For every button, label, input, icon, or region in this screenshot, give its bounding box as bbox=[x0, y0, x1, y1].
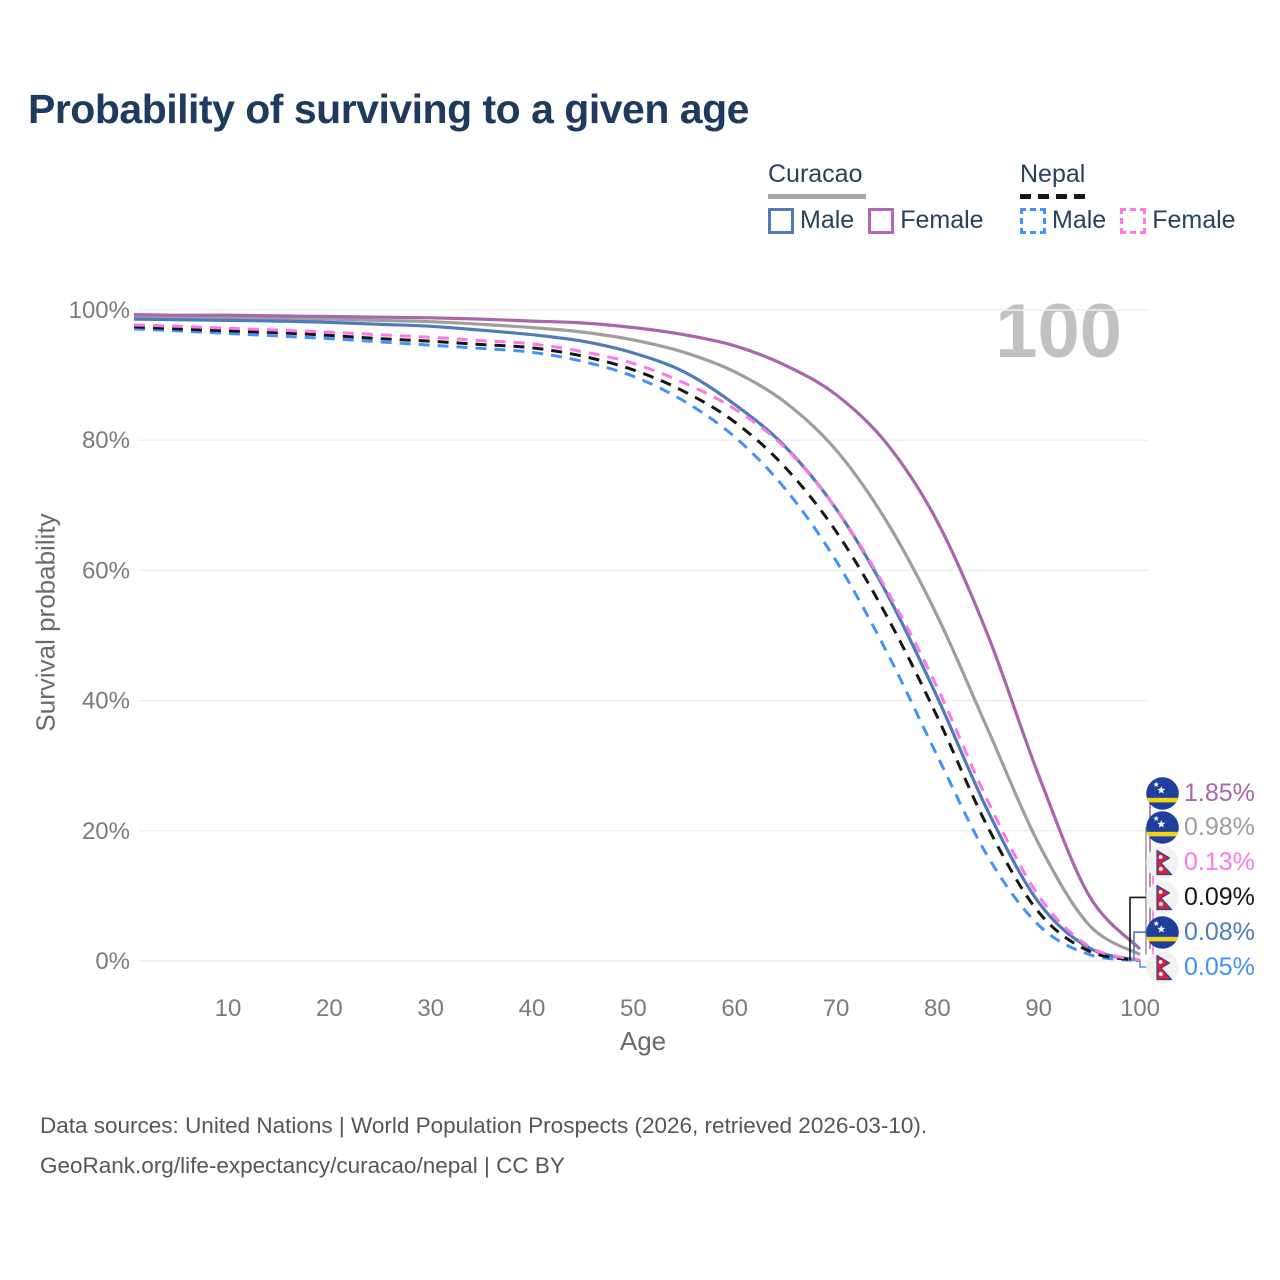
end-label-nepal-female: 0.13% bbox=[1146, 846, 1255, 880]
footer-data-sources: Data sources: United Nations | World Pop… bbox=[40, 1113, 928, 1138]
page-title: Probability of surviving to a given age bbox=[28, 86, 749, 132]
y-tick-label: 0% bbox=[95, 948, 130, 975]
end-label-connector bbox=[1133, 931, 1147, 961]
legend-label: Male bbox=[800, 206, 855, 234]
nepal-flag bbox=[1146, 950, 1179, 984]
y-tick-label: 20% bbox=[82, 818, 130, 845]
end-label-value: 0.09% bbox=[1184, 882, 1255, 911]
legend-item-nepal-male[interactable]: Male bbox=[1020, 206, 1106, 235]
nepal-male-swatch bbox=[1020, 207, 1046, 234]
y-tick-label: 40% bbox=[82, 688, 130, 715]
y-tick-label: 100% bbox=[69, 297, 130, 324]
curacao-flag bbox=[1146, 915, 1179, 949]
x-tick-label: 50 bbox=[620, 995, 647, 1022]
end-label-value: 1.85% bbox=[1184, 778, 1255, 807]
age-watermark: 100 bbox=[995, 289, 1122, 374]
end-label-curacao-female: 1.85% bbox=[1146, 776, 1255, 810]
curacao-solid-line-key bbox=[768, 194, 866, 199]
x-tick-label: 100 bbox=[1120, 995, 1160, 1022]
end-label-nepal: 0.09% bbox=[1146, 880, 1255, 914]
curacao-male-swatch bbox=[768, 207, 794, 234]
legend-item-curacao-male[interactable]: Male bbox=[768, 206, 854, 235]
x-tick-label: 70 bbox=[823, 995, 850, 1022]
legend-curacao-name: Curacao bbox=[768, 160, 863, 188]
end-label-curacao: 0.98% bbox=[1146, 811, 1255, 845]
legend-label: Male bbox=[1052, 206, 1107, 234]
end-label-value: 0.05% bbox=[1184, 952, 1255, 981]
curve-curacao bbox=[133, 314, 1141, 957]
y-tick-label: 60% bbox=[82, 557, 130, 584]
footer-attribution: GeoRank.org/life-expectancy/curacao/nepa… bbox=[40, 1153, 565, 1178]
x-tick-label: 10 bbox=[215, 995, 242, 1022]
x-tick-label: 60 bbox=[721, 995, 748, 1022]
end-label-curacao-male: 0.08% bbox=[1146, 915, 1255, 949]
legend-label: Female bbox=[900, 206, 984, 234]
nepal-flag bbox=[1146, 846, 1179, 879]
curacao-flag bbox=[1146, 776, 1179, 810]
curve-curacao-female bbox=[133, 313, 1142, 951]
nepal-female-swatch bbox=[1120, 207, 1147, 234]
end-label-connector bbox=[1139, 960, 1147, 968]
curve-nepal-male bbox=[133, 327, 1141, 963]
x-tick-label: 30 bbox=[417, 995, 444, 1022]
footer: Data sources: United Nations | World Pop… bbox=[40, 1106, 927, 1186]
legend-item-nepal-female[interactable]: Female bbox=[1120, 206, 1236, 235]
x-tick-label: 40 bbox=[519, 995, 546, 1022]
legend-group-nepal: Nepal Male Female bbox=[1020, 160, 1236, 235]
x-axis-title: Age bbox=[619, 1026, 667, 1056]
curve-nepal-female bbox=[133, 323, 1141, 962]
nepal-flag bbox=[1146, 881, 1179, 914]
curve-nepal bbox=[133, 325, 1141, 962]
legend-label: Female bbox=[1152, 206, 1236, 234]
legend-group-curacao: Curacao Male Female bbox=[768, 160, 984, 235]
curacao-flag bbox=[1146, 811, 1179, 845]
end-label-connector bbox=[1129, 896, 1147, 961]
curacao-female-swatch bbox=[868, 207, 895, 234]
x-tick-label: 80 bbox=[924, 995, 951, 1022]
x-tick-label: 20 bbox=[316, 995, 343, 1022]
curve-curacao-male bbox=[133, 317, 1141, 963]
y-axis-title: Survival probability bbox=[30, 513, 61, 732]
end-label-nepal-male: 0.05% bbox=[1146, 950, 1255, 984]
x-tick-label: 90 bbox=[1025, 995, 1052, 1022]
end-label-value: 0.98% bbox=[1184, 813, 1255, 842]
nepal-dashed-line-key bbox=[1020, 194, 1088, 199]
end-label-value: 0.13% bbox=[1184, 848, 1255, 877]
y-tick-label: 80% bbox=[82, 427, 130, 454]
legend-item-curacao-female[interactable]: Female bbox=[868, 206, 984, 235]
legend-nepal-name: Nepal bbox=[1020, 160, 1086, 188]
end-label-value: 0.08% bbox=[1184, 917, 1255, 946]
